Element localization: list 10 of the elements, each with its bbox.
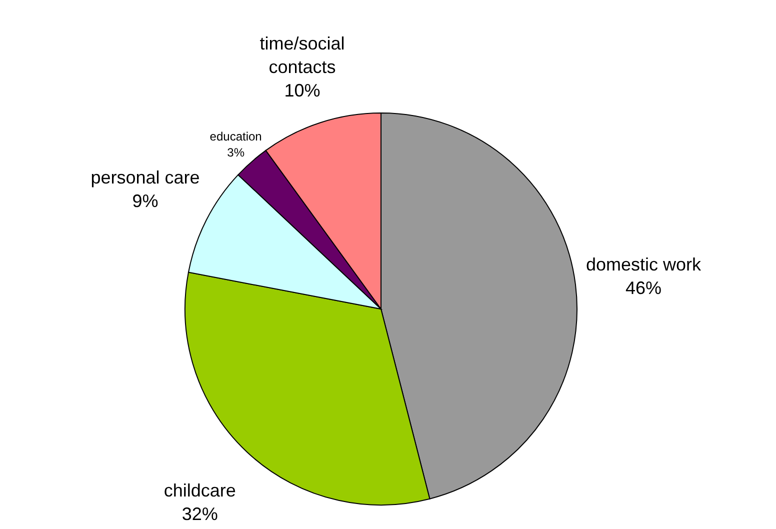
slice-label: time/social contacts	[260, 34, 345, 77]
slice-label: childcare	[164, 480, 236, 500]
data-label: 3%	[227, 145, 245, 160]
slice-label: domestic work	[586, 254, 702, 274]
data-label: 9%	[132, 190, 158, 211]
slice-label: personal care	[90, 167, 200, 188]
data-label: 32%	[182, 504, 218, 524]
data-label: 10%	[284, 80, 320, 100]
data-label: 46%	[626, 278, 662, 298]
slice-label: education	[210, 130, 262, 144]
